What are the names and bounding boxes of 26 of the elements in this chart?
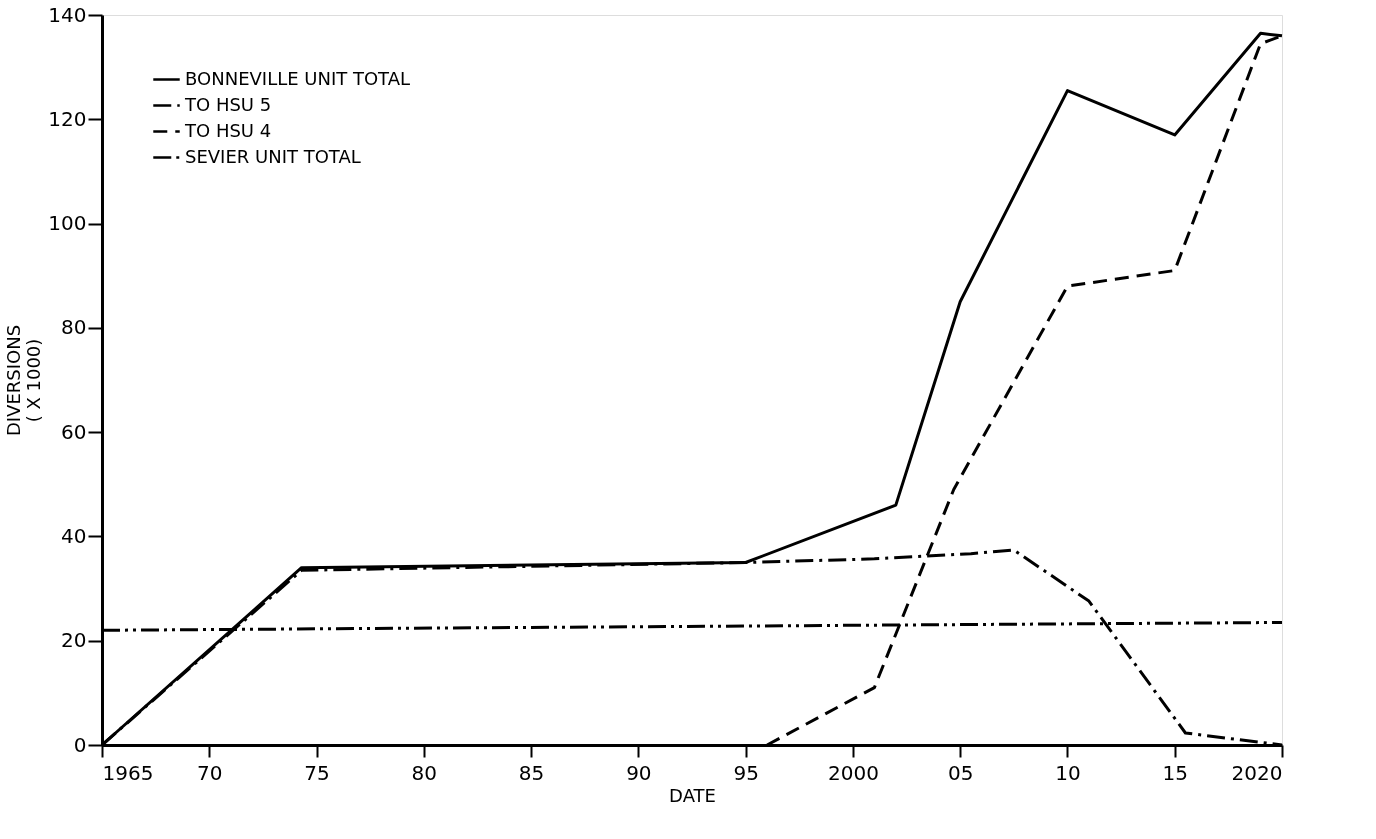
x-tick-label: 75 [304, 760, 330, 785]
x-tick-label: 90 [626, 760, 652, 785]
legend-label: TO HSU 5 [184, 93, 272, 115]
x-tick-label: 95 [733, 760, 759, 785]
x-tick-label: 2020 [1231, 760, 1283, 785]
x-tick-label: 80 [411, 760, 438, 785]
x-axis-title: DATE [669, 784, 716, 806]
legend-label: SEVIER UNIT TOTAL [185, 145, 361, 167]
y-tick-label: 0 [73, 732, 87, 757]
y-tick-label: 140 [48, 2, 87, 27]
x-tick-label: 10 [1055, 760, 1081, 785]
y-axis-title: DIVERSIONS ( X 1000) [3, 324, 45, 437]
y-tick-label: 120 [48, 106, 87, 131]
y-tick-label: 80 [61, 315, 87, 340]
y-tick-label: 40 [61, 523, 87, 548]
y-tick-label: 60 [61, 419, 87, 444]
x-tick-label: 15 [1162, 760, 1188, 785]
x-tick-label: 2000 [827, 760, 879, 785]
legend-label: BONNEVILLE UNIT TOTAL [185, 67, 411, 89]
x-tick-label: 85 [518, 760, 545, 785]
x-tick-label: 70 [197, 760, 223, 785]
y-tick-label: 20 [61, 628, 87, 653]
y-tick-label: 100 [48, 211, 87, 236]
legend-label: TO HSU 4 [184, 119, 272, 141]
x-tick-label: 05 [947, 760, 974, 785]
x-tick-label: 1965 [102, 760, 154, 785]
